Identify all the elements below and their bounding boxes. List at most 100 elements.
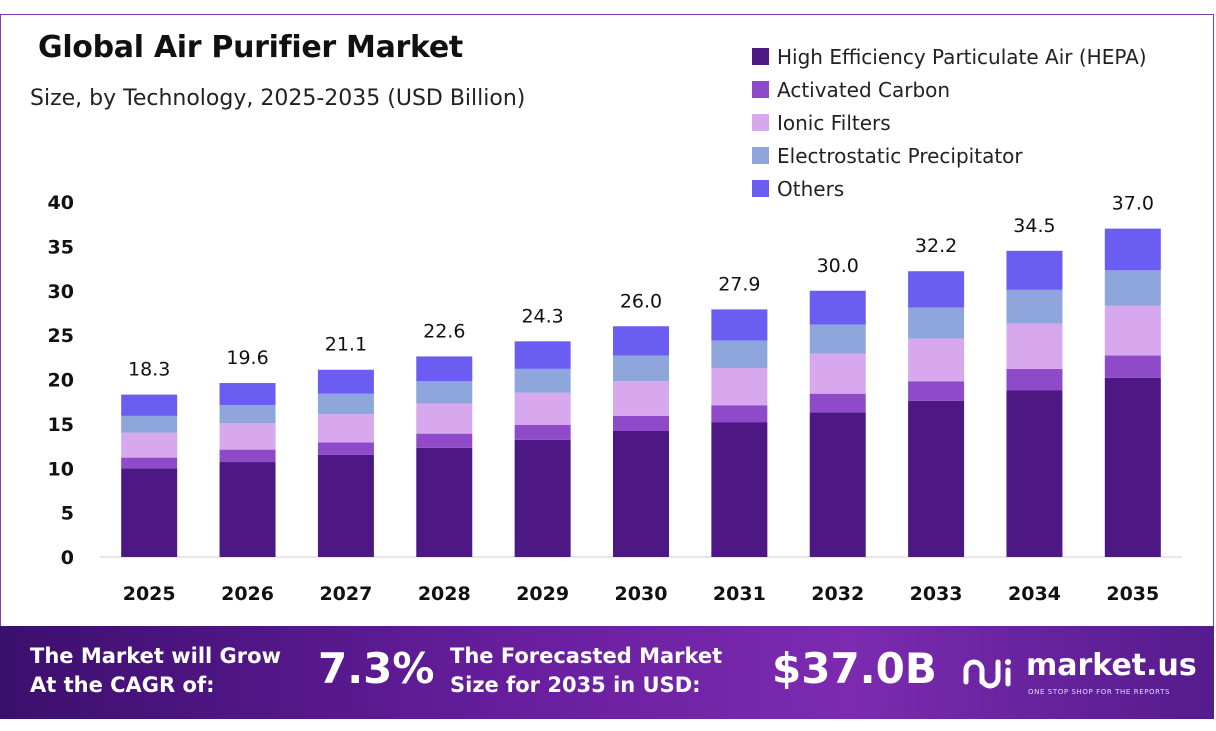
bar-segment-electrostatic [121,415,178,433]
bar-total-label: 27.9 [718,273,760,295]
bar-segment-others [317,369,374,394]
bar-segment-electrostatic [317,393,374,415]
bar-segment-others [613,326,669,356]
y-tick-label: 5 [61,503,74,525]
bar-total-label: 37.0 [1112,193,1154,215]
x-tick-label: 2029 [516,583,569,605]
bar-total-label: 34.5 [1013,215,1055,237]
bar-total-label: 19.6 [226,347,268,369]
bar-segment-others [711,309,768,341]
bar-total-labels: 18.3 19.6 21.1 22.6 24.3 26.0 27.9 30.0 32.2 34.5… [128,193,1154,381]
bar-segment-others [1104,228,1161,271]
y-tick-label: 15 [48,414,74,436]
bar-segment-ionic [121,432,178,458]
bar-total-label: 30.0 [817,255,859,277]
bar-segment-others [416,356,473,382]
bar-segment-others [809,290,866,325]
x-tick-label: 2025 [123,583,176,605]
bar-segment-activated-carbon [908,381,965,401]
x-tick-label: 2026 [221,583,274,605]
brand-name: market.us [1026,648,1197,683]
brand-tagline: ONE STOP SHOP FOR THE REPORTS [1028,688,1171,696]
y-tick-label: 0 [61,547,74,569]
bar-total-label: 22.6 [423,320,465,342]
bar-segment-ionic [809,353,866,394]
bars-group [121,228,1161,557]
bar-segment-ionic [613,381,669,416]
bar-segment-hepa [1006,390,1063,557]
bar-segment-electrostatic [711,340,768,368]
y-tick-label: 40 [48,192,74,214]
bar-segment-electrostatic [809,324,866,354]
bar-segment-ionic [317,414,374,443]
x-tick-label: 2028 [418,583,471,605]
bar-segment-activated-carbon [1006,368,1063,391]
x-tick-label: 2031 [713,583,766,605]
legend-swatch [752,114,769,131]
footer-banner: The Market will Grow At the CAGR of: 7.3… [0,626,1214,719]
cagr-label: The Market will Grow At the CAGR of: [30,644,281,697]
x-tick-label: 2035 [1106,583,1159,605]
bar-total-label: 32.2 [915,235,957,257]
y-axis: 0 5 10 15 20 25 30 35 40 [48,192,74,569]
bar-segment-hepa [1104,377,1161,557]
bar-segment-activated-carbon [416,433,473,448]
legend-label: Electrostatic Precipitator [777,143,1023,168]
bar-segment-ionic [416,403,473,434]
legend-label: Activated Carbon [777,77,951,102]
chart-subtitle: Size, by Technology, 2025-2035 (USD Bill… [30,86,526,111]
x-tick-label: 2033 [910,583,963,605]
forecast-label: The Forecasted Market Size for 2035 in U… [450,644,723,697]
legend-swatch [752,180,769,197]
bar-segment-others [1006,250,1063,290]
y-tick-label: 20 [48,370,74,392]
bar-segment-electrostatic [1006,289,1063,324]
bar-segment-electrostatic [416,381,473,404]
market-us-logo-icon [963,659,1011,689]
bar-segment-hepa [317,454,374,557]
bar-segment-ionic [1104,305,1161,356]
bar-segment-ionic [219,422,276,450]
bar-segment-ionic [1006,323,1063,369]
forecast-value: $37.0B [772,644,937,693]
legend: High Efficiency Particulate Air (HEPA) Ac… [752,40,1147,205]
bar-segment-activated-carbon [1104,355,1161,378]
bar-segment-others [121,394,178,416]
bar-segment-ionic [908,338,965,382]
bar-segment-hepa [809,412,866,557]
legend-item-activated-carbon: Activated Carbon [752,73,1147,106]
legend-label: Ionic Filters [777,110,891,135]
legend-item-others: Others [752,172,1147,205]
bar-segment-hepa [416,447,473,557]
bar-segment-electrostatic [908,307,965,339]
bar-segment-hepa [908,400,965,557]
bar-total-label: 18.3 [128,359,170,381]
legend-swatch [752,48,769,65]
bar-segment-electrostatic [1104,270,1161,306]
bar-segment-activated-carbon [514,424,571,440]
bar-segment-ionic [514,392,571,425]
cagr-value: 7.3% [318,644,435,693]
y-tick-label: 25 [48,325,74,347]
legend-label: High Efficiency Particulate Air (HEPA) [777,44,1147,69]
bar-segment-activated-carbon [317,442,374,455]
bar-total-label: 21.1 [325,334,367,356]
y-tick-label: 10 [48,458,74,480]
bar-segment-hepa [514,439,571,557]
bar-segment-activated-carbon [121,457,178,469]
legend-item-hepa: High Efficiency Particulate Air (HEPA) [752,40,1147,73]
bar-segment-others [219,383,276,406]
bar-segment-electrostatic [613,355,669,382]
bar-segment-others [514,341,571,369]
bar-segment-activated-carbon [711,405,768,423]
bar-total-label: 24.3 [521,305,563,327]
x-tick-label: 2032 [811,583,864,605]
bar-segment-activated-carbon [809,393,866,413]
bar-segment-hepa [219,462,276,557]
bar-segment-activated-carbon [613,415,669,431]
legend-swatch [752,147,769,164]
legend-swatch [752,81,769,98]
legend-item-ionic: Ionic Filters [752,106,1147,139]
y-tick-label: 35 [48,236,74,258]
